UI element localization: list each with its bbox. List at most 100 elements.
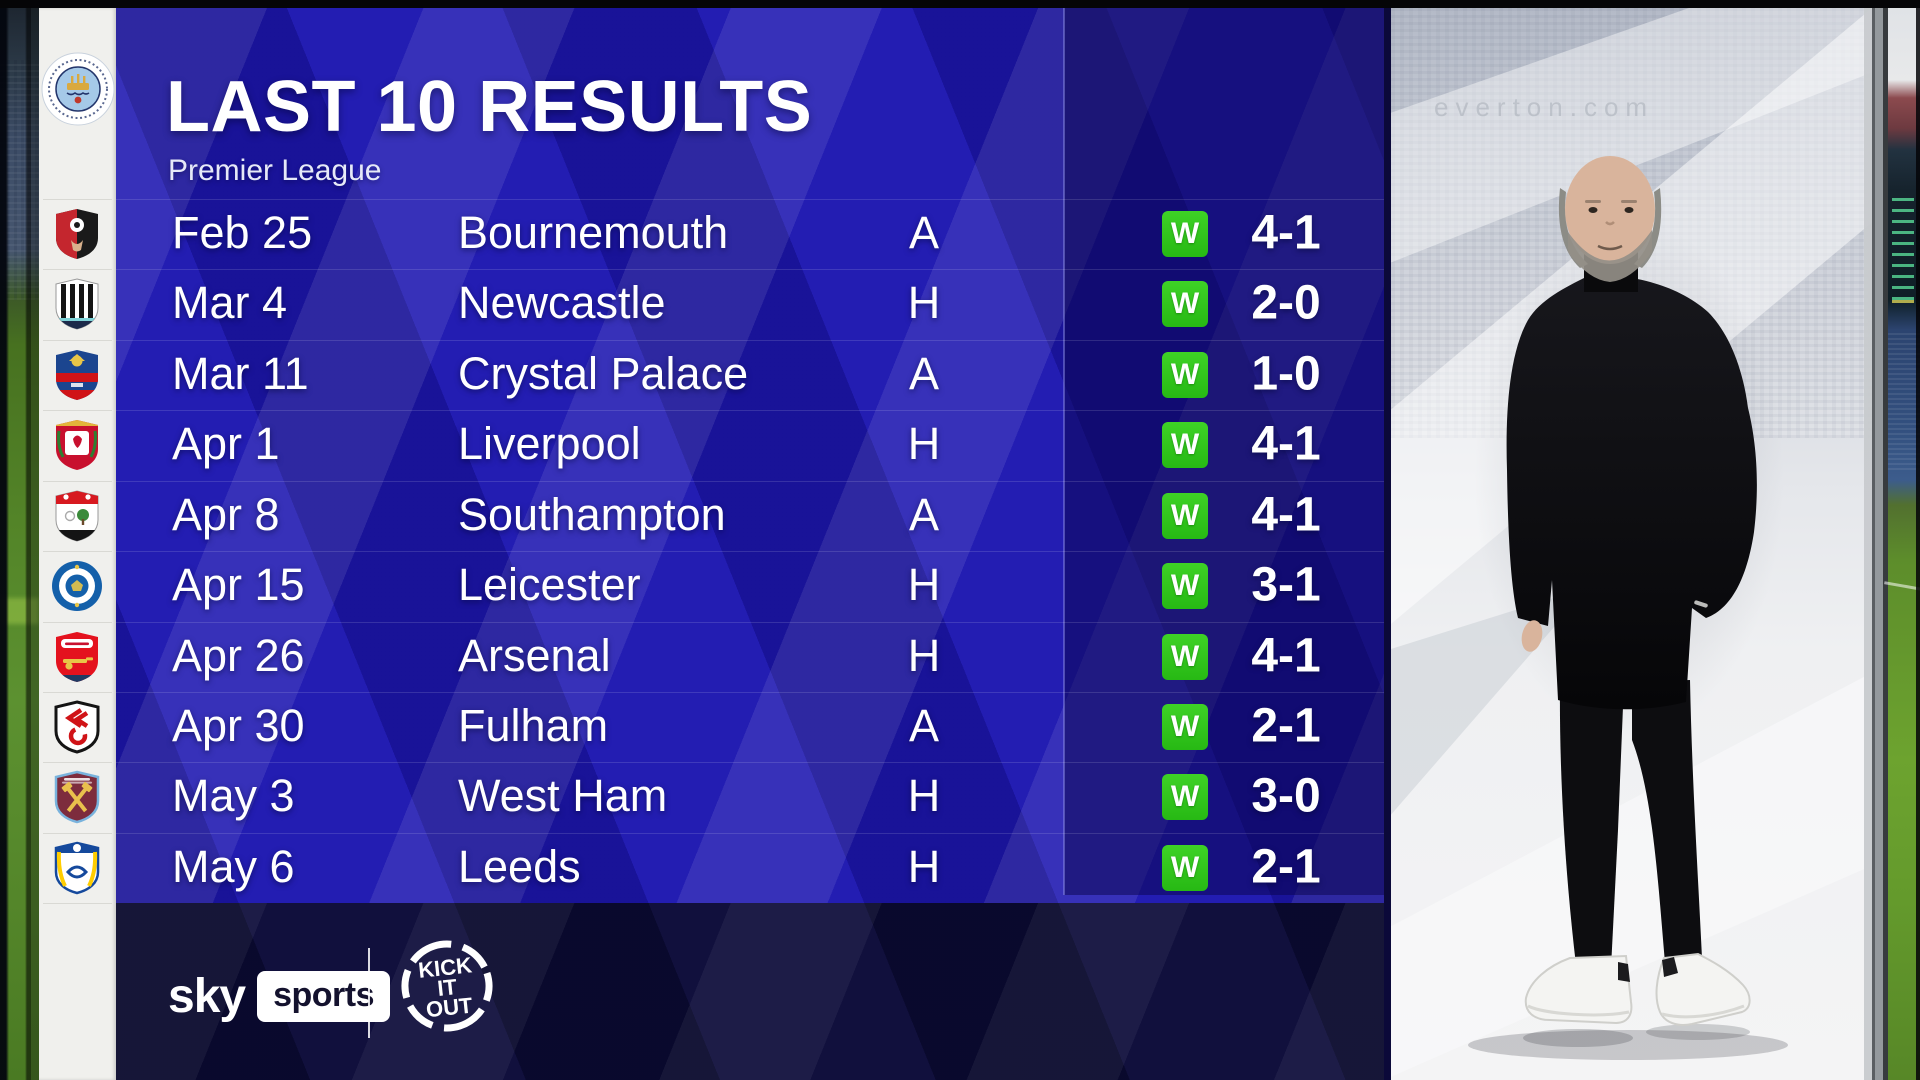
edge-shading bbox=[0, 0, 39, 1080]
stadium-video-right-edge bbox=[1884, 0, 1920, 1080]
result-badge: W bbox=[1162, 563, 1208, 609]
sidebar-divider bbox=[43, 481, 112, 482]
match-score: 2-1 bbox=[1251, 840, 1321, 894]
sidebar-divider bbox=[43, 762, 112, 763]
screen-top-edge bbox=[0, 0, 1920, 8]
opponent-name: Bournemouth bbox=[458, 206, 729, 258]
row-divider bbox=[116, 762, 1384, 763]
footer-branding: sky sports KICK IT OUT bbox=[116, 903, 1384, 1080]
result-badge: W bbox=[1162, 493, 1208, 539]
results-panel: LAST 10 RESULTS Premier League Feb 25 Bo… bbox=[116, 8, 1384, 1080]
pitch-line bbox=[1884, 581, 1920, 592]
sidebar-divider bbox=[43, 269, 112, 270]
result-badge: W bbox=[1162, 634, 1208, 680]
row-divider bbox=[116, 410, 1384, 411]
match-score: 4-1 bbox=[1251, 629, 1321, 683]
competition-subtitle: Premier League bbox=[168, 154, 382, 187]
opponent-name: West Ham bbox=[458, 769, 668, 821]
manchester-city-crest-icon bbox=[41, 52, 115, 126]
southampton-crest-icon bbox=[49, 488, 105, 544]
match-score: 4-1 bbox=[1251, 488, 1321, 542]
opponent-name: Crystal Palace bbox=[458, 347, 749, 399]
scoreboard-text-lines bbox=[1892, 195, 1914, 300]
arsenal-crest-icon bbox=[49, 629, 105, 685]
result-badge: W bbox=[1162, 774, 1208, 820]
manager-figure bbox=[1468, 156, 1788, 1060]
match-date: Apr 30 bbox=[172, 699, 305, 751]
sidebar-divider bbox=[43, 903, 112, 904]
screen-right-edge bbox=[1916, 0, 1920, 1080]
table-row: Apr 8 Southampton A W 4-1 bbox=[116, 481, 1384, 551]
panel-separator bbox=[1384, 8, 1391, 1080]
logo-divider bbox=[368, 948, 370, 1038]
sports-wordmark: sports bbox=[257, 971, 391, 1022]
result-badge: W bbox=[1162, 281, 1208, 327]
leeds-crest-icon bbox=[49, 840, 105, 896]
match-score: 4-1 bbox=[1251, 417, 1321, 471]
result-badge: W bbox=[1162, 422, 1208, 468]
match-date: Apr 1 bbox=[172, 417, 280, 469]
result-badge: W bbox=[1162, 211, 1208, 257]
venue-letter: A bbox=[908, 347, 939, 399]
opponent-name: Leicester bbox=[458, 558, 641, 610]
table-row: Feb 25 Bournemouth A W 4-1 bbox=[116, 199, 1384, 269]
table-row: May 6 Leeds H W 2-1 bbox=[116, 833, 1384, 903]
result-badge: W bbox=[1162, 845, 1208, 891]
sky-sports-logo: sky sports bbox=[168, 969, 391, 1024]
liverpool-crest-icon bbox=[49, 417, 105, 473]
svg-text:KICK: KICK bbox=[417, 952, 473, 982]
match-date: May 6 bbox=[172, 840, 295, 892]
venue-letter: A bbox=[908, 488, 939, 540]
sidebar-divider bbox=[43, 340, 112, 341]
row-divider bbox=[116, 269, 1384, 270]
kick-it-out-logo: KICK IT OUT bbox=[398, 937, 496, 1035]
venue-letter: H bbox=[907, 769, 941, 821]
venue-letter: A bbox=[908, 206, 939, 258]
opponent-name: Newcastle bbox=[458, 276, 666, 328]
match-date: Feb 25 bbox=[172, 206, 313, 258]
table-row: May 3 West Ham H W 3-0 bbox=[116, 762, 1384, 832]
match-score: 3-0 bbox=[1251, 769, 1321, 823]
page-title: LAST 10 RESULTS bbox=[166, 67, 813, 147]
scoreboard-accent-line bbox=[1892, 300, 1914, 303]
sky-wordmark: sky bbox=[168, 970, 246, 1023]
fulham-crest-icon bbox=[49, 699, 105, 755]
opponent-name: Arsenal bbox=[458, 629, 611, 681]
venue-letter: A bbox=[908, 699, 939, 751]
row-divider bbox=[116, 622, 1384, 623]
sidebar-divider bbox=[43, 551, 112, 552]
svg-text:IT: IT bbox=[436, 974, 459, 1001]
venue-letter: H bbox=[907, 840, 941, 892]
opponent-name: Southampton bbox=[458, 488, 726, 540]
metallic-edge-bars bbox=[1864, 0, 1888, 1080]
leicester-crest-icon bbox=[49, 558, 105, 614]
row-divider bbox=[116, 551, 1384, 552]
sidebar-divider bbox=[43, 692, 112, 693]
newcastle-crest-icon bbox=[49, 276, 105, 332]
match-score: 1-0 bbox=[1251, 347, 1321, 401]
match-date: Apr 26 bbox=[172, 629, 305, 681]
row-divider bbox=[116, 340, 1384, 341]
team-crest-sidebar bbox=[39, 8, 116, 1080]
opponent-name: Fulham bbox=[458, 699, 609, 751]
result-badge: W bbox=[1162, 704, 1208, 750]
match-date: May 3 bbox=[172, 769, 295, 821]
crystal-palace-crest-icon bbox=[49, 347, 105, 403]
table-row: Apr 30 Fulham A W 2-1 bbox=[116, 692, 1384, 762]
match-date: Mar 11 bbox=[172, 347, 309, 399]
row-divider bbox=[116, 833, 1384, 834]
venue-letter: H bbox=[907, 629, 941, 681]
west-ham-crest-icon bbox=[49, 769, 105, 825]
table-row: Mar 4 Newcastle H W 2-0 bbox=[116, 269, 1384, 339]
match-date: Mar 4 bbox=[172, 276, 288, 328]
match-score: 2-0 bbox=[1251, 276, 1321, 330]
sidebar-divider bbox=[43, 833, 112, 834]
row-divider bbox=[116, 481, 1384, 482]
table-row: Apr 1 Liverpool H W 4-1 bbox=[116, 410, 1384, 480]
stadium-video-left-edge bbox=[0, 0, 39, 1080]
bournemouth-crest-icon bbox=[49, 206, 105, 262]
opponent-name: Leeds bbox=[458, 840, 581, 892]
crowd-texture bbox=[1888, 330, 1920, 470]
score-column-shading bbox=[1064, 8, 1384, 895]
